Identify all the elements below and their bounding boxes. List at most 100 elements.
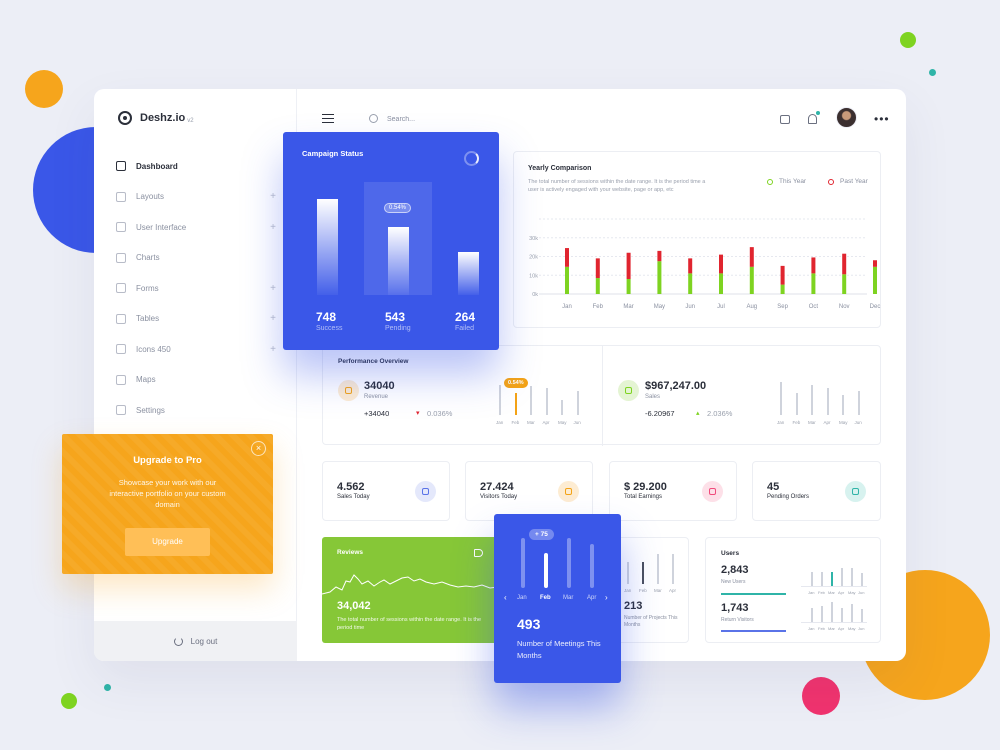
sidebar-item-maps[interactable]: Maps	[116, 365, 276, 396]
bar-past-year-jan[interactable]	[565, 248, 569, 267]
bar-this-year-feb[interactable]	[595, 278, 600, 294]
chevron-left-icon[interactable]: ‹	[504, 593, 507, 602]
more-options-icon[interactable]: •••	[874, 112, 890, 126]
expand-plus-icon[interactable]: +	[270, 191, 276, 203]
sidebar-item-dashboard[interactable]: Dashboard	[116, 151, 276, 182]
campaign-status-title: Campaign Status	[302, 149, 364, 158]
bar-past-year-oct[interactable]	[811, 257, 816, 274]
mini-bar	[642, 562, 644, 584]
sidebar-item-label: User Interface	[136, 222, 187, 232]
campaign-stat-label: Pending	[385, 325, 411, 332]
campaign-bar-success[interactable]	[317, 199, 338, 295]
bar-past-year-nov[interactable]	[842, 253, 847, 275]
meetings-value: 493	[517, 616, 541, 632]
stat-card-pending-orders[interactable]: 45 Pending Orders	[752, 461, 881, 521]
mini-bar	[514, 393, 517, 415]
bar-this-year-jul[interactable]	[719, 273, 723, 294]
meeting-month-mar[interactable]: Mar	[563, 595, 574, 601]
expand-plus-icon[interactable]: +	[270, 282, 276, 294]
sidebar-item-forms[interactable]: Forms +	[116, 273, 276, 304]
bar-this-year-oct[interactable]	[811, 273, 816, 294]
revenue-label: Revenue	[364, 394, 389, 400]
stat-label: Total Earnings	[624, 494, 663, 500]
trophy-icon	[625, 387, 632, 394]
meeting-month-apr[interactable]: Apr	[587, 595, 597, 601]
sidebar-item-icons-450[interactable]: Icons 450 +	[116, 334, 276, 365]
bar-past-year-jul[interactable]	[719, 254, 723, 274]
mini-bar	[831, 602, 833, 622]
expand-plus-icon[interactable]: +	[270, 221, 276, 233]
bar-past-year-jun[interactable]	[688, 258, 693, 274]
bar-this-year-dec[interactable]	[873, 266, 877, 294]
mini-bar	[821, 572, 823, 586]
sidebar-item-tables[interactable]: Tables +	[116, 304, 276, 335]
legend-this-year[interactable]: This Year	[767, 178, 806, 185]
bar-this-year-aug[interactable]	[749, 266, 754, 294]
bar-past-year-mar[interactable]	[626, 252, 631, 279]
stat-icon-circle	[415, 481, 436, 502]
new-users-value: 2,843	[721, 564, 749, 576]
meeting-bar[interactable]	[544, 553, 548, 588]
close-icon[interactable]: ×	[251, 441, 266, 456]
meeting-bar[interactable]	[567, 538, 571, 588]
campaign-bar-failed[interactable]	[458, 252, 479, 295]
mini-bar	[826, 388, 829, 415]
bar-this-year-sep[interactable]	[780, 284, 785, 294]
brand-logo[interactable]: Deshz.io v2	[118, 111, 194, 125]
bolt-icon	[565, 488, 572, 495]
bar-this-year-mar[interactable]	[626, 279, 631, 294]
mini-month-label: Jun	[858, 590, 865, 595]
bar-this-year-nov[interactable]	[842, 274, 847, 294]
stat-card-sales-today[interactable]: 4.562 Sales Today	[322, 461, 450, 521]
stat-label: Visitors Today	[480, 494, 518, 500]
meeting-month-jan[interactable]: Jan	[517, 595, 527, 601]
campaign-bar-pending[interactable]	[388, 227, 409, 295]
bar-past-year-sep[interactable]	[780, 265, 785, 285]
mini-bar	[657, 554, 659, 584]
user-avatar[interactable]	[836, 107, 857, 128]
bar-past-year-dec[interactable]	[873, 260, 877, 267]
sidebar-item-user-interface[interactable]: User Interface +	[116, 212, 276, 243]
legend-past-year[interactable]: Past Year	[828, 178, 868, 185]
mini-month-label: Mar	[527, 420, 535, 425]
meeting-bar[interactable]	[521, 538, 525, 588]
mini-bar	[499, 385, 501, 415]
layout-icon	[116, 191, 126, 202]
bar-this-year-jun[interactable]	[688, 273, 693, 294]
logout-button[interactable]: Log out	[94, 621, 297, 661]
x-tick-label: Aug	[746, 304, 757, 310]
notification-bell-icon[interactable]	[808, 114, 817, 124]
meeting-month-feb[interactable]: Feb	[540, 595, 551, 601]
hamburger-menu-icon[interactable]	[322, 114, 334, 123]
mini-bar	[545, 388, 548, 415]
megaphone-icon[interactable]	[474, 549, 483, 557]
stat-card-total-earnings[interactable]: $ 29.200 Total Earnings	[609, 461, 737, 521]
y-tick-label: 20k	[529, 255, 538, 261]
stat-card-visitors-today[interactable]: 27.424 Visitors Today	[465, 461, 593, 521]
upgrade-button[interactable]: Upgrade	[125, 528, 210, 556]
stat-value: 27.424	[480, 481, 514, 493]
search-input[interactable]	[387, 111, 527, 127]
bar-past-year-aug[interactable]	[749, 247, 754, 267]
search-icon[interactable]	[369, 114, 378, 123]
expand-plus-icon[interactable]: +	[270, 343, 276, 355]
sidebar-item-layouts[interactable]: Layouts +	[116, 182, 276, 213]
expand-plus-icon[interactable]: +	[270, 313, 276, 325]
bar-this-year-jan[interactable]	[565, 266, 569, 294]
meeting-bar[interactable]	[590, 544, 594, 588]
x-tick-label: Jan	[562, 304, 572, 310]
mini-bar	[841, 608, 843, 622]
sales-up-arrow-icon: ▴	[696, 410, 700, 417]
sidebar: Deshz.io v2 Dashboard Layouts + User Interf…	[94, 89, 297, 661]
bar-this-year-may[interactable]	[657, 261, 662, 294]
sidebar-item-label: Settings	[136, 405, 165, 415]
chat-icon[interactable]	[780, 115, 790, 124]
sidebar-item-settings[interactable]: Settings	[116, 395, 276, 426]
chevron-right-icon[interactable]: ›	[605, 593, 608, 602]
sidebar-item-charts[interactable]: Charts	[116, 243, 276, 274]
mini-month-label: May	[839, 420, 848, 425]
meetings-badge: + 75	[529, 529, 554, 540]
bar-past-year-may[interactable]	[657, 250, 662, 262]
mini-month-label: Feb	[818, 590, 825, 595]
bar-past-year-feb[interactable]	[595, 258, 600, 279]
